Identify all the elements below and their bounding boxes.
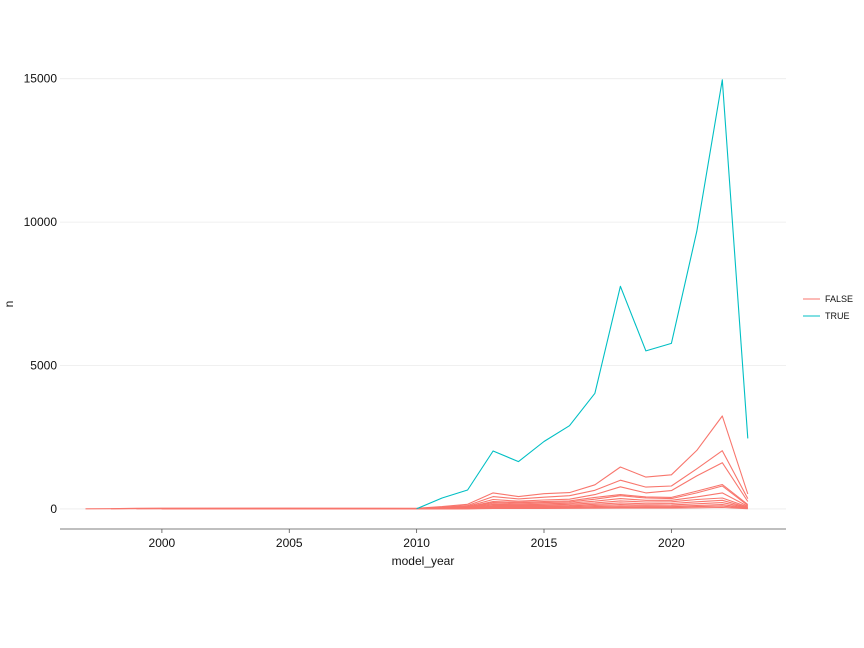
y-tick-label: 5000: [30, 359, 57, 373]
x-tick-label: 2020: [658, 536, 685, 550]
x-tick-label: 2015: [531, 536, 558, 550]
legend: FALSE TRUE: [803, 294, 853, 321]
x-tick-label: 2000: [149, 536, 176, 550]
series-line-false: [161, 506, 748, 510]
series-line-false: [85, 415, 749, 510]
gridlines: [60, 78, 786, 510]
series-lines: [85, 79, 749, 510]
legend-label-false: FALSE: [825, 294, 853, 304]
y-axis-ticks: 0 5000 10000 15000: [24, 72, 58, 516]
series-line-true: [416, 79, 749, 510]
x-tick-label: 2010: [403, 536, 430, 550]
x-axis-ticks: 2000 2005 2010 2015 2020: [149, 529, 685, 550]
y-tick-label: 10000: [24, 215, 58, 229]
y-tick-label: 15000: [24, 72, 58, 86]
x-tick-label: 2005: [276, 536, 303, 550]
y-tick-label: 0: [50, 502, 57, 516]
x-axis-title: model_year: [392, 554, 455, 568]
y-axis-title: n: [2, 301, 16, 308]
legend-label-true: TRUE: [825, 311, 850, 321]
